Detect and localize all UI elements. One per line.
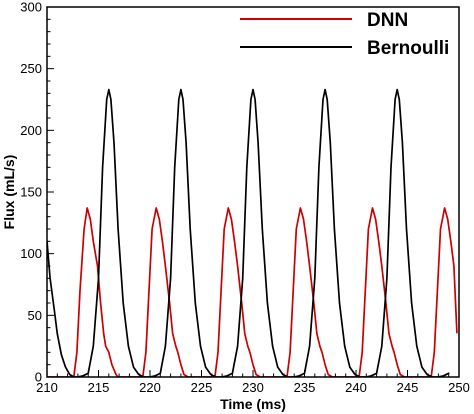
x-tick-label: 235 [294, 380, 316, 395]
tick-labels: 210 215 220 225 230 235 240 245 250 0 50 100 150 200 2… [20, 0, 470, 395]
y-tick-label: 0 [35, 370, 42, 385]
series-line-dnn [47, 207, 458, 377]
x-tick-label: 240 [345, 380, 367, 395]
series-line-bernoulli [47, 88, 450, 377]
x-tick-label: 225 [191, 380, 213, 395]
y-axis-title: Flux (mL/s) [1, 155, 17, 230]
axis-ticks [46, 6, 460, 378]
legend-label-bernoulli: Bernoulli [367, 38, 449, 59]
x-tick-label: 215 [88, 380, 110, 395]
legend: DNN Bernoulli [240, 10, 449, 59]
series-layer [47, 88, 458, 377]
legend-label-dnn: DNN [367, 10, 408, 31]
x-tick-label: 210 [36, 380, 58, 395]
x-tick-label: 230 [242, 380, 264, 395]
y-tick-label: 200 [20, 123, 42, 138]
y-tick-label: 150 [20, 185, 42, 200]
y-tick-label: 50 [28, 308, 42, 323]
x-axis-title: Time (ms) [220, 396, 286, 412]
y-tick-label: 300 [20, 0, 42, 15]
x-tick-label: 220 [139, 380, 161, 395]
y-tick-label: 250 [20, 61, 42, 76]
plot-frame [46, 6, 460, 378]
y-tick-label: 100 [20, 246, 42, 261]
x-tick-label: 245 [397, 380, 419, 395]
x-tick-label: 250 [448, 380, 470, 395]
